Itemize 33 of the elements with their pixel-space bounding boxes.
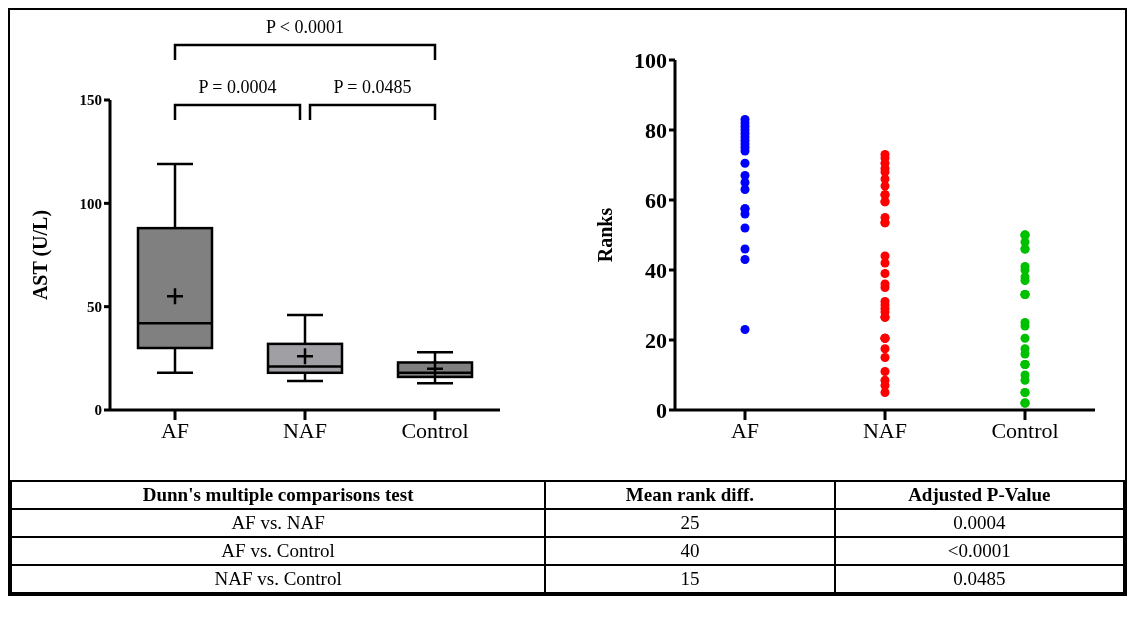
x-tick-label: NAF (862, 417, 908, 443)
text: 0.0485 (834, 565, 1124, 593)
y-tick-label: 50 (87, 298, 102, 315)
y-tick-label: 40 (645, 257, 667, 283)
text: Mean rank diff. (545, 481, 835, 509)
x-tick-label: NAF (282, 417, 328, 443)
y-tick-label: 60 (645, 187, 667, 213)
y-axis-title: Ranks (594, 207, 617, 263)
y-tick-label: 100 (634, 47, 667, 73)
x-tick-label: Control (401, 417, 469, 443)
y-tick-label: 100 (79, 195, 102, 212)
text: 25 (545, 509, 835, 537)
text: Adjusted P-Value (834, 481, 1124, 509)
y-axis-title: AST (U/L) (29, 209, 53, 301)
y-tick-label: 0 (656, 397, 667, 423)
text: P = 0.0485 (333, 77, 412, 97)
text: <0.0001 (834, 537, 1124, 565)
y-tick-label: 20 (645, 327, 667, 353)
y-tick-label: 150 (79, 92, 102, 109)
text: Dunn's multiple comparisons test (11, 481, 546, 509)
text: 40 (545, 537, 835, 565)
text: NAF vs. Control (11, 565, 546, 593)
x-tick-label: AF (160, 417, 190, 443)
y-tick-label: 80 (645, 117, 667, 143)
text: P < 0.0001 (266, 17, 344, 37)
y-tick-label: 0 (94, 402, 102, 419)
text: 0.0004 (834, 509, 1124, 537)
text: AF vs. Control (11, 537, 546, 565)
text: P = 0.0004 (198, 77, 277, 97)
text: AF vs. NAF (11, 509, 546, 537)
x-tick-label: Control (991, 417, 1059, 443)
x-tick-label: AF (730, 417, 760, 443)
text: 15 (545, 565, 835, 593)
